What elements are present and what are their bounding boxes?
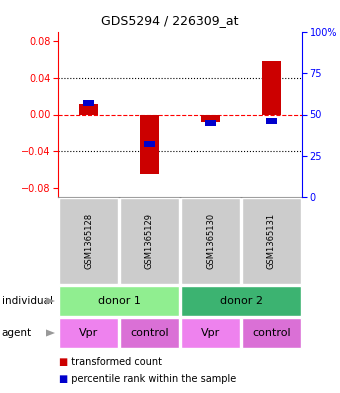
Text: ■: ■ [58,374,67,384]
Bar [205,120,216,125]
Text: transformed count: transformed count [66,358,163,367]
Text: percentile rank within the sample: percentile rank within the sample [66,374,237,384]
Bar [201,114,220,122]
Text: control: control [130,328,169,338]
Bar [266,118,277,124]
Text: GSM1365129: GSM1365129 [145,213,154,269]
Text: GDS5294 / 226309_at: GDS5294 / 226309_at [101,15,239,28]
Text: control: control [252,328,291,338]
Text: ■: ■ [58,358,67,367]
Bar [79,103,98,114]
Text: donor 1: donor 1 [98,296,140,306]
Text: individual: individual [2,296,53,306]
Bar [262,61,280,114]
Text: agent: agent [2,328,32,338]
Text: GSM1365131: GSM1365131 [267,213,276,269]
Text: donor 2: donor 2 [220,296,262,306]
Text: Vpr: Vpr [79,328,98,338]
Text: Vpr: Vpr [201,328,220,338]
Text: GSM1365128: GSM1365128 [84,213,93,269]
Bar [144,141,155,147]
Text: GSM1365130: GSM1365130 [206,213,215,269]
Bar [140,114,159,174]
Bar [83,100,94,106]
